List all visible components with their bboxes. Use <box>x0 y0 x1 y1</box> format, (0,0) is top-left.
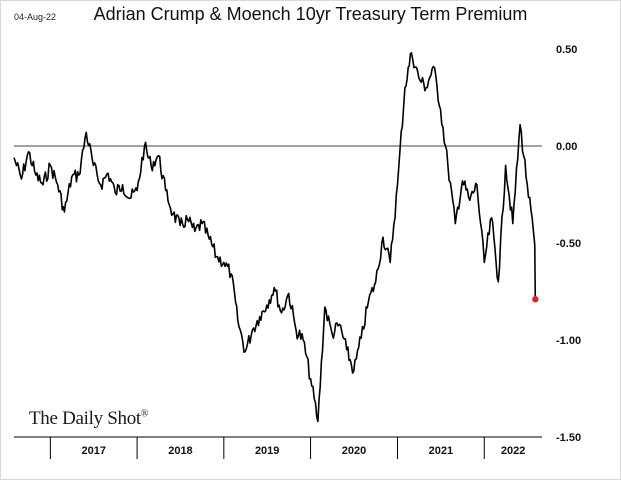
last-value-marker <box>532 296 539 303</box>
term-premium-series-line <box>13 52 537 423</box>
y-tick-label: 0.00 <box>556 141 577 153</box>
source-brand-text: The Daily Shot <box>29 408 141 429</box>
y-tick-label: -0.50 <box>556 238 581 250</box>
x-tick-label: 2022 <box>501 445 525 457</box>
x-tick-label: 2020 <box>342 445 366 457</box>
source-brand: The Daily Shot® <box>29 408 149 430</box>
source-brand-mark: ® <box>140 408 149 420</box>
x-tick-label: 2021 <box>429 445 453 457</box>
x-tick-label: 2018 <box>168 445 192 457</box>
x-tick-label: 2017 <box>81 445 105 457</box>
chart-title: Adrian Crump & Moench 10yr Treasury Term… <box>93 4 528 24</box>
y-tick-label: 0.50 <box>556 44 577 56</box>
y-tick-label: -1.00 <box>556 335 581 347</box>
x-tick-label: 2019 <box>255 445 279 457</box>
y-tick-label: -1.50 <box>556 432 581 444</box>
date-stamp: 04-Aug-22 <box>14 12 57 22</box>
